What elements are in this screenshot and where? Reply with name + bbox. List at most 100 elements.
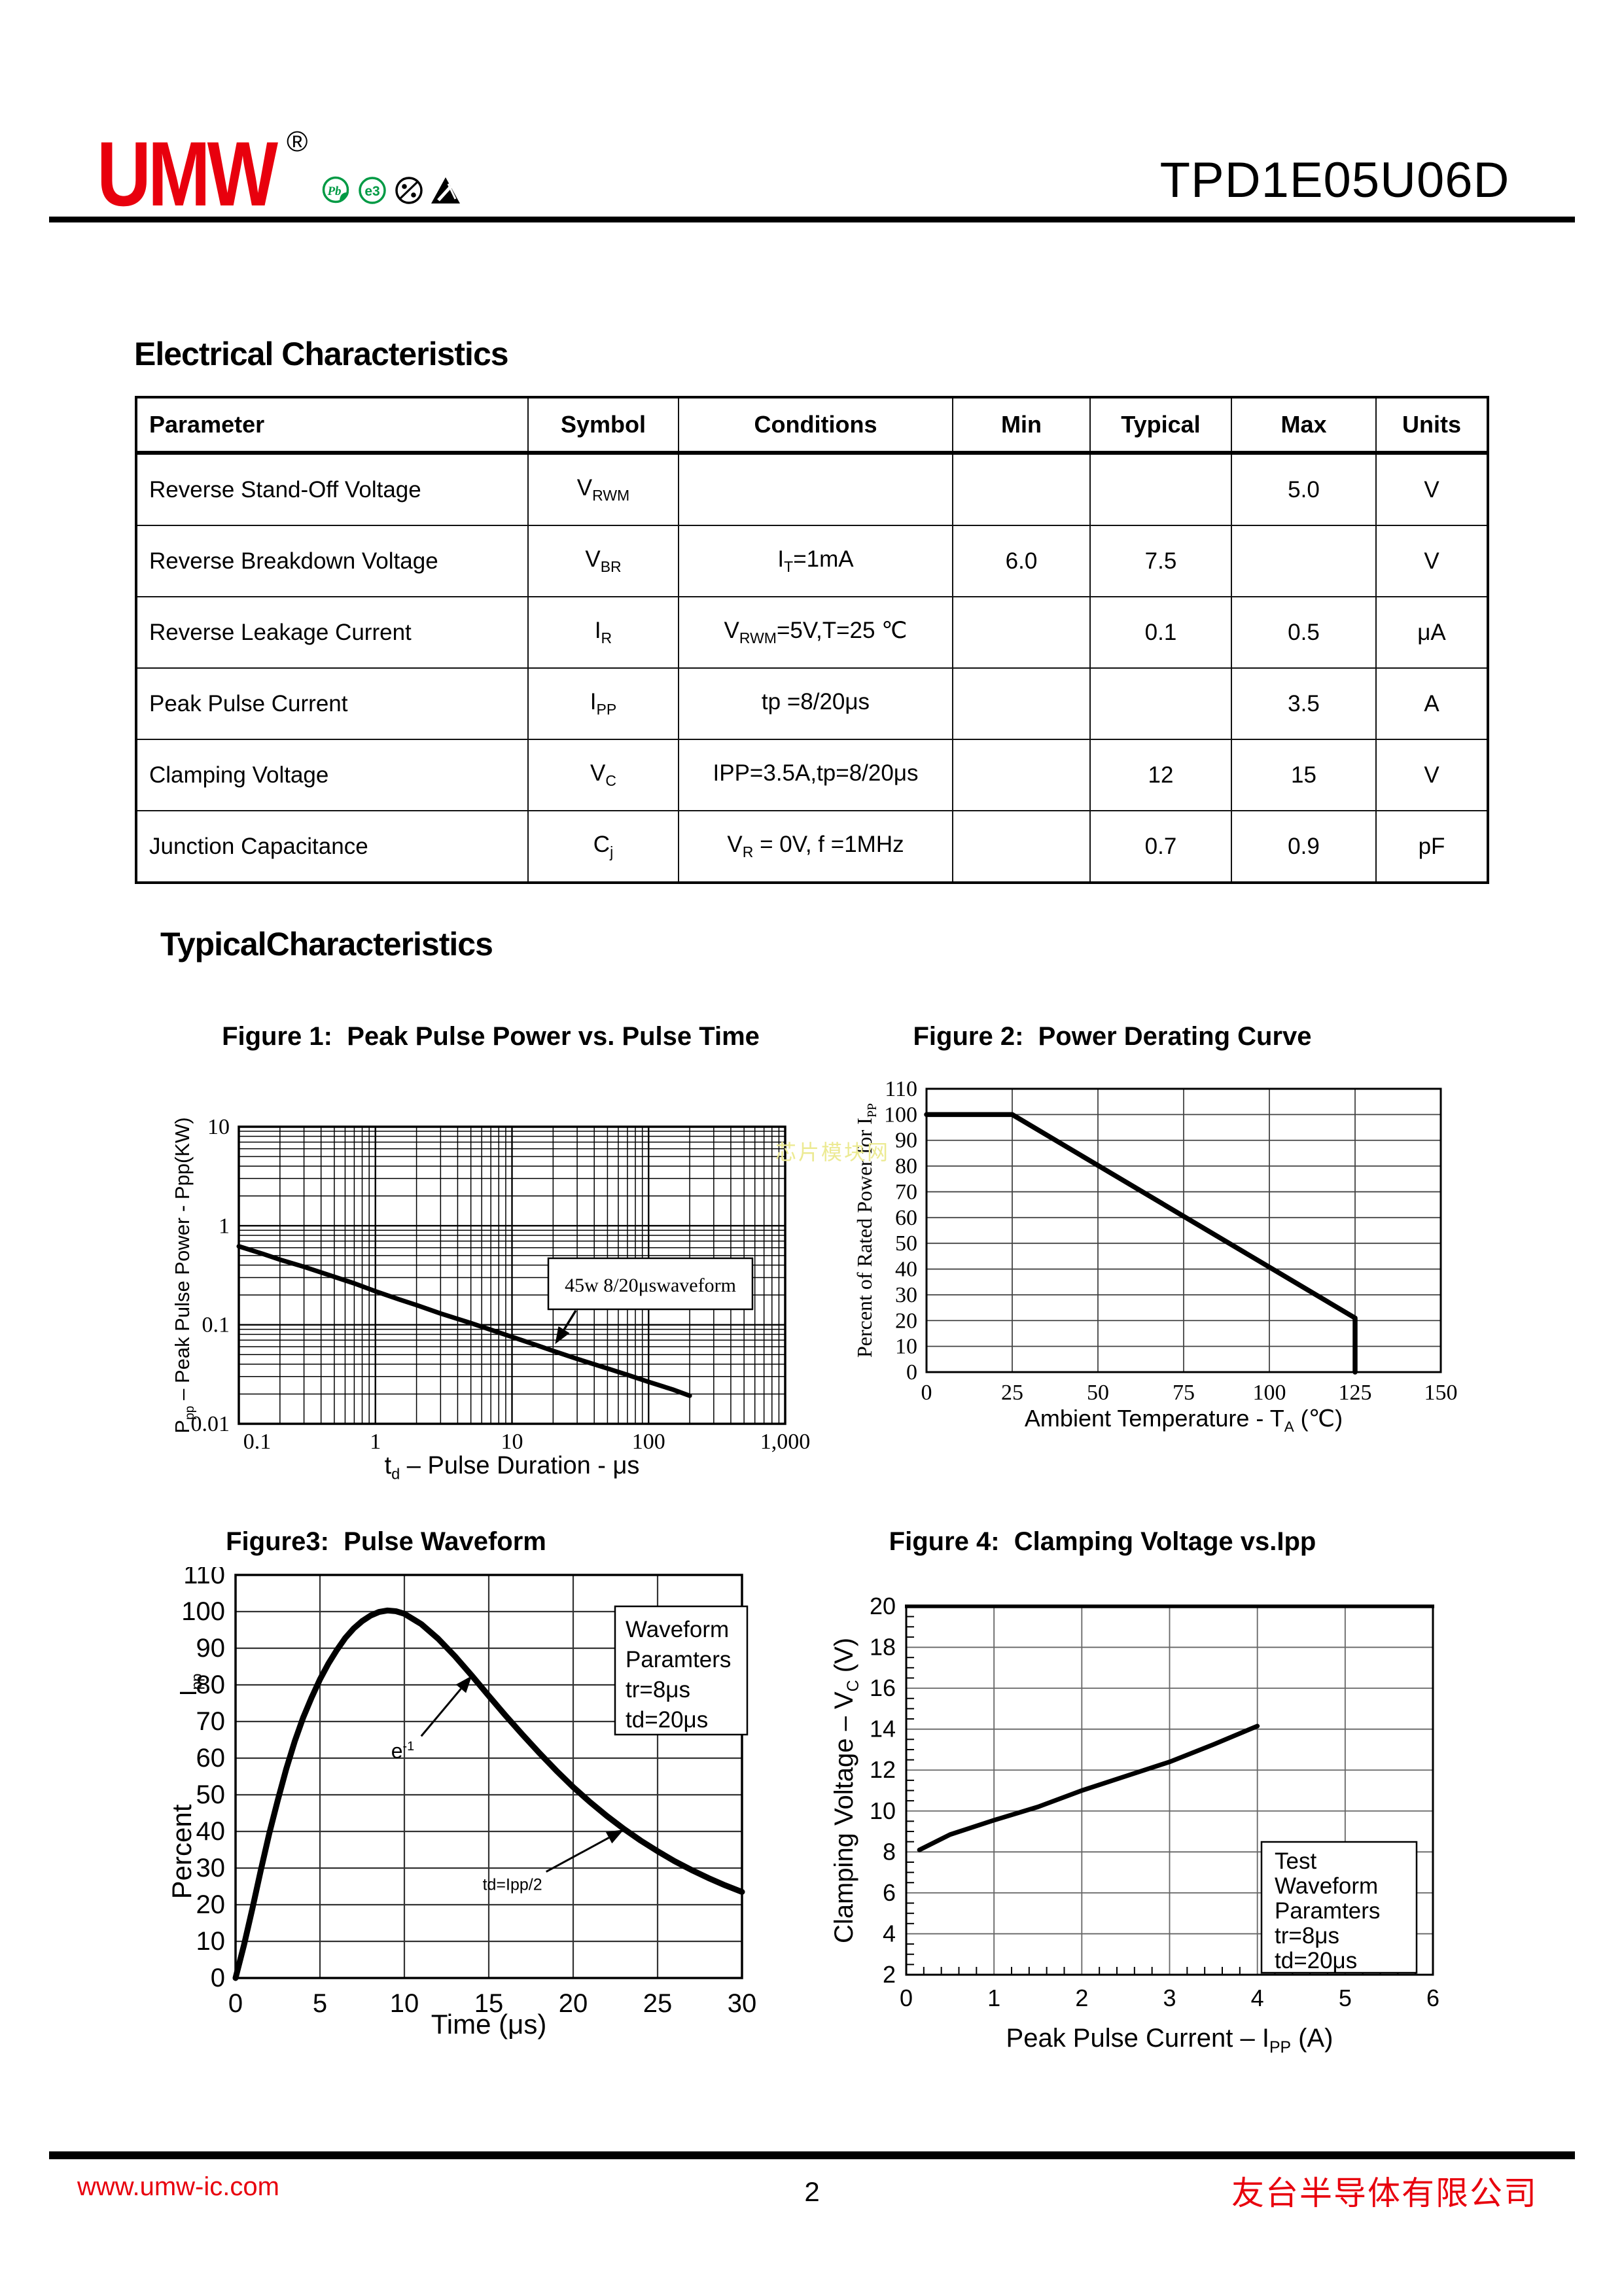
cell-typical: 0.7 — [1089, 810, 1232, 883]
svg-text:Test: Test — [1275, 1848, 1316, 1874]
col-header-typical: Typical — [1089, 397, 1232, 455]
svg-text:60: 60 — [895, 1206, 917, 1230]
footer-company-name: 友台半导体有限公司 — [1231, 2175, 1538, 2212]
svg-text:8: 8 — [883, 1838, 896, 1865]
svg-text:80: 80 — [196, 1670, 226, 1699]
cell-symbol: IR — [527, 596, 679, 669]
header-divider — [49, 217, 1575, 222]
svg-text:14: 14 — [870, 1716, 896, 1742]
cell-symbol: IPP — [527, 667, 679, 740]
svg-text:16: 16 — [870, 1674, 896, 1701]
svg-text:15: 15 — [474, 1989, 504, 2018]
svg-text:0: 0 — [906, 1360, 917, 1385]
svg-text:10: 10 — [501, 1430, 523, 1454]
svg-text:100: 100 — [884, 1103, 917, 1127]
cell-typical — [1089, 452, 1232, 526]
figure1-title: Figure 1: Peak Pulse Power vs. Pulse Tim… — [222, 1022, 760, 1051]
svg-text:0: 0 — [921, 1381, 932, 1405]
col-header-conditions: Conditions — [678, 397, 953, 455]
svg-text:50: 50 — [196, 1780, 226, 1809]
halogen-free-icon — [395, 177, 423, 204]
svg-text:100: 100 — [181, 1597, 225, 1626]
svg-text:e-1: e-1 — [391, 1739, 414, 1763]
svg-text:tr=8μs: tr=8μs — [626, 1677, 690, 1703]
table-row: Reverse Leakage Current IR VRWM=5V,T=25 … — [135, 596, 1489, 669]
svg-text:e3: e3 — [364, 184, 380, 199]
cell-max — [1231, 525, 1377, 597]
svg-text:40: 40 — [196, 1817, 226, 1846]
cell-units: V — [1375, 739, 1489, 811]
svg-text:60: 60 — [196, 1744, 226, 1773]
svg-text:td=20μs: td=20μs — [1275, 1948, 1357, 1973]
svg-text:20: 20 — [559, 1989, 588, 2018]
col-header-max: Max — [1231, 397, 1377, 455]
footer-divider — [49, 2151, 1575, 2159]
svg-text:2: 2 — [1075, 1985, 1088, 2011]
svg-text:0: 0 — [900, 1985, 913, 2011]
svg-text:Waveform: Waveform — [626, 1617, 729, 1642]
svg-text:Paramters: Paramters — [626, 1647, 731, 1672]
svg-text:Pb: Pb — [327, 185, 341, 198]
svg-text:25: 25 — [643, 1989, 673, 2018]
umw-logo: UMW — [97, 122, 278, 225]
svg-text:Ipp: Ipp — [175, 1674, 205, 1697]
svg-text:30: 30 — [895, 1283, 917, 1307]
cell-max: 15 — [1231, 739, 1377, 811]
svg-text:150: 150 — [1424, 1381, 1458, 1405]
cell-units: μA — [1375, 596, 1489, 669]
cell-units: A — [1375, 667, 1489, 740]
cell-conditions: VR = 0V, f =1MHz — [678, 810, 953, 883]
cell-conditions: VRWM=5V,T=25 ℃ — [678, 596, 953, 669]
cell-max: 5.0 — [1231, 452, 1377, 526]
electrical-characteristics-table: Parameter Symbol Conditions Min Typical … — [135, 396, 1489, 884]
figure1-peak-pulse-power-chart: 0.1 1 10 100 1,000 10 1 0.1 0.01 45w 8/20μswavefo… — [171, 1115, 810, 1482]
svg-text:70: 70 — [895, 1180, 917, 1204]
svg-text:Paramters: Paramters — [1275, 1898, 1380, 1924]
cell-units: V — [1375, 452, 1489, 526]
cell-min: 6.0 — [952, 525, 1091, 597]
figure3-title: Figure3: Pulse Waveform — [226, 1527, 546, 1556]
svg-text:td=20μs: td=20μs — [626, 1707, 708, 1733]
svg-text:75: 75 — [1173, 1381, 1195, 1405]
cell-min — [952, 810, 1091, 883]
cell-typical: 12 — [1089, 739, 1232, 811]
svg-text:Ppp – Peak Pulse Power - P: Ppp – Peak Pulse Power - Ppp(KW) — [171, 1117, 197, 1433]
col-header-parameter: Parameter — [135, 397, 529, 455]
svg-text:Ambient Temperature - TA (℃): Ambient Temperature - TA (℃) — [1025, 1405, 1343, 1435]
svg-text:50: 50 — [1087, 1381, 1109, 1405]
svg-text:25: 25 — [1001, 1381, 1023, 1405]
cell-typical: 7.5 — [1089, 525, 1232, 597]
footer-website-link[interactable]: www.umw-ic.com — [77, 2172, 279, 2201]
cell-symbol: VC — [527, 739, 679, 811]
svg-text:6: 6 — [883, 1879, 896, 1906]
cell-symbol: VBR — [527, 525, 679, 597]
svg-text:10: 10 — [207, 1115, 230, 1139]
cell-max: 3.5 — [1231, 667, 1377, 740]
cell-parameter: Reverse Stand-Off Voltage — [135, 452, 529, 526]
cell-max: 0.9 — [1231, 810, 1377, 883]
cell-parameter: Clamping Voltage — [135, 739, 529, 811]
svg-text:Peak Pulse Current – IPP (A): Peak Pulse Current – IPP (A) — [1006, 2024, 1333, 2057]
svg-text:1: 1 — [987, 1985, 1000, 2011]
svg-text:20: 20 — [870, 1593, 896, 1619]
cell-conditions — [678, 452, 953, 526]
svg-text:70: 70 — [196, 1707, 226, 1736]
cell-parameter: Peak Pulse Current — [135, 667, 529, 740]
svg-text:40: 40 — [895, 1258, 917, 1282]
section-title-electrical-characteristics: Electrical Characteristics — [134, 336, 509, 372]
svg-text:90: 90 — [895, 1129, 917, 1153]
svg-text:5: 5 — [313, 1989, 327, 2018]
figure4-title: Figure 4: Clamping Voltage vs.Ipp — [889, 1527, 1316, 1556]
cell-typical: 0.1 — [1089, 596, 1232, 669]
svg-text:Clamping Voltage – VC (V): Clamping Voltage – VC (V) — [831, 1638, 862, 1943]
cell-min — [952, 452, 1091, 526]
svg-text:100: 100 — [632, 1430, 665, 1454]
col-header-units: Units — [1375, 397, 1489, 455]
cell-min — [952, 667, 1091, 740]
svg-text:0.1: 0.1 — [202, 1313, 230, 1337]
table-row: Clamping Voltage VC IPP=3.5A,tp=8/20μs 1… — [135, 739, 1489, 811]
page-number: 2 — [804, 2176, 820, 2207]
